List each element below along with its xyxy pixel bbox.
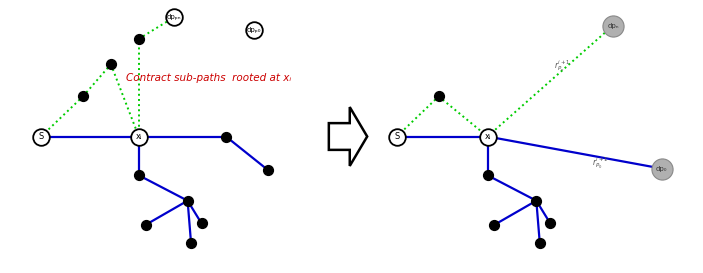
Text: $r_{P_n}^{i+1}$: $r_{P_n}^{i+1}$ (554, 58, 570, 74)
Text: S: S (39, 132, 44, 141)
Text: $r_{P_0}^{i+1}$: $r_{P_0}^{i+1}$ (592, 155, 609, 171)
Polygon shape (329, 107, 367, 166)
Text: dpₙ: dpₙ (607, 22, 619, 28)
Text: Contract sub-paths  rooted at xᵢ: Contract sub-paths rooted at xᵢ (126, 73, 291, 83)
Text: dpₚ₀: dpₚ₀ (247, 26, 261, 32)
Text: xᵢ: xᵢ (136, 132, 142, 141)
Text: dpₚₙ: dpₚₙ (167, 14, 181, 20)
Text: S: S (394, 132, 399, 141)
Text: xᵢ: xᵢ (484, 132, 491, 141)
Text: dp₀: dp₀ (656, 166, 668, 172)
